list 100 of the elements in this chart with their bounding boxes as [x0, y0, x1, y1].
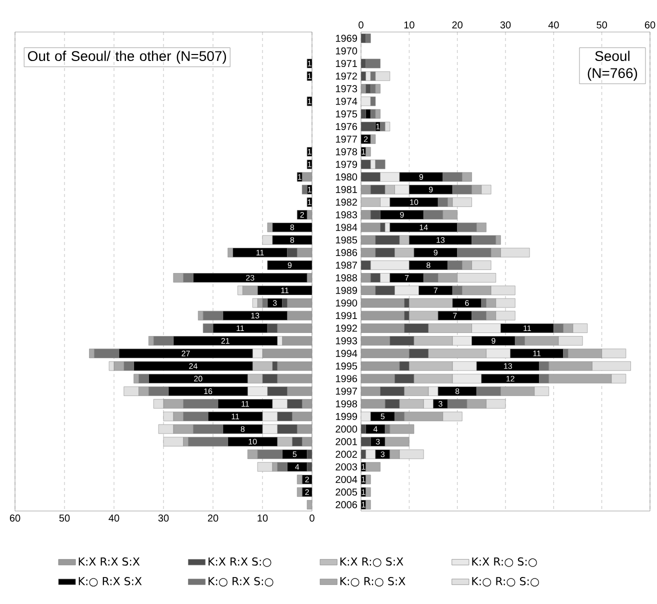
x-tick-label: 0	[310, 514, 314, 522]
bar	[366, 487, 371, 497]
data-label: 21	[221, 338, 230, 344]
data-label: 2	[305, 476, 309, 482]
legend-label: K:X R:○ S:X	[340, 557, 404, 567]
y-tick-label: 1979	[336, 160, 357, 168]
legend-label: K:○ R:○ S:○	[472, 577, 539, 587]
y-tick-label: 1980	[336, 173, 358, 180]
data-label: 5	[380, 414, 385, 420]
data-label: 8	[426, 262, 430, 268]
bar	[366, 462, 380, 472]
y-tick-label: 2000	[336, 426, 358, 433]
data-label: 1	[308, 199, 312, 205]
data-label: 1	[308, 186, 312, 192]
text: Out of Seoul/ the other (N=507)	[28, 50, 226, 64]
x-tick-label: 20	[452, 21, 463, 28]
data-label: 1	[362, 148, 366, 154]
data-label: 3	[380, 451, 385, 458]
bar	[366, 424, 386, 434]
data-label: 9	[288, 262, 292, 268]
y-tick-label: 1996	[336, 375, 358, 382]
data-label: 13	[251, 312, 260, 318]
data-label: 11	[533, 350, 541, 356]
data-label: 4	[373, 426, 378, 432]
y-tick-label: 1989	[336, 286, 357, 294]
data-label: 13	[436, 237, 445, 243]
y-tick-label: 1984	[336, 224, 358, 231]
y-tick-label: 1971	[336, 60, 357, 68]
data-label: 8	[240, 426, 245, 432]
y-tick-label: 2006	[336, 501, 358, 508]
y-tick-label: 2005	[336, 488, 358, 496]
x-tick-label: 20	[208, 514, 218, 522]
data-label: 1	[362, 476, 366, 482]
y-tick-label: 1976	[336, 123, 358, 130]
legend-label: K:X R:X S:○	[208, 557, 272, 567]
data-label: 2	[300, 212, 304, 218]
data-label: 16	[204, 388, 212, 394]
data-label: 24	[189, 363, 198, 369]
bar	[366, 109, 371, 119]
data-label: 9	[434, 250, 438, 256]
data-label: 7	[404, 275, 409, 281]
legend-label: K:○ R:○ S:X	[340, 577, 406, 587]
data-label: 23	[246, 274, 254, 281]
data-label: 11	[281, 288, 289, 294]
y-tick-label: 2003	[336, 463, 358, 470]
data-label: 3	[438, 401, 442, 407]
data-label: 2	[364, 136, 368, 142]
y-tick-label: 1969	[336, 34, 357, 42]
data-label: 9	[400, 212, 404, 218]
data-label: 1	[308, 162, 312, 168]
x-tick-label: 30	[500, 21, 511, 28]
x-tick-label: 60	[10, 514, 20, 522]
x-tick-label: 50	[596, 21, 607, 28]
y-tick-label: 1990	[336, 299, 358, 307]
data-label: 8	[455, 388, 460, 394]
legend-label: K:○ R:X S:X	[78, 577, 142, 587]
y-tick-label: 1997	[336, 388, 357, 395]
data-label: 5	[292, 451, 297, 458]
data-label: 4	[295, 464, 300, 470]
data-label: 8	[290, 237, 294, 243]
y-tick-label: 1998	[336, 400, 358, 408]
data-label: 11	[236, 325, 244, 331]
bar	[366, 474, 371, 484]
bar	[366, 71, 371, 81]
data-label: 1	[362, 464, 366, 470]
legend-label: K:○ R:X S:○	[208, 577, 274, 587]
y-tick-label: 1978	[336, 148, 358, 156]
data-label: 9	[492, 338, 496, 344]
x-tick-label: 30	[158, 514, 169, 522]
y-tick-label: 1994	[336, 350, 358, 357]
data-label: 9	[419, 174, 424, 180]
bar	[297, 210, 308, 220]
data-label: 1	[376, 124, 380, 130]
y-tick-label: 1981	[336, 186, 357, 194]
data-label: 2	[305, 489, 309, 495]
data-label: 1	[308, 98, 312, 104]
data-label: 6	[465, 300, 469, 306]
y-tick-label: 1970	[336, 47, 358, 54]
y-tick-label: 2002	[336, 450, 357, 458]
x-tick-label: 40	[108, 514, 120, 522]
data-label: 10	[410, 199, 418, 205]
data-label: 3	[376, 438, 380, 444]
x-tick-label: 40	[548, 21, 559, 28]
data-label: 7	[453, 312, 457, 318]
data-label: 11	[524, 325, 531, 331]
data-label: 9	[428, 186, 433, 192]
data-label: 8	[290, 224, 294, 230]
data-label: 11	[242, 401, 249, 407]
data-label: 1	[308, 148, 312, 154]
data-label: 1	[362, 502, 366, 508]
bar	[366, 147, 371, 156]
y-tick-label: 1972	[336, 72, 357, 80]
y-tick-label: 1988	[336, 274, 358, 282]
y-tick-label: 1982	[336, 198, 357, 206]
y-tick-label: 1975	[336, 110, 358, 118]
y-tick-label: 2001	[336, 438, 357, 446]
y-tick-label: 1986	[336, 249, 358, 256]
y-tick-label: 1977	[336, 136, 357, 143]
data-label: 11	[232, 414, 240, 420]
y-tick-label: 1974	[336, 98, 358, 105]
